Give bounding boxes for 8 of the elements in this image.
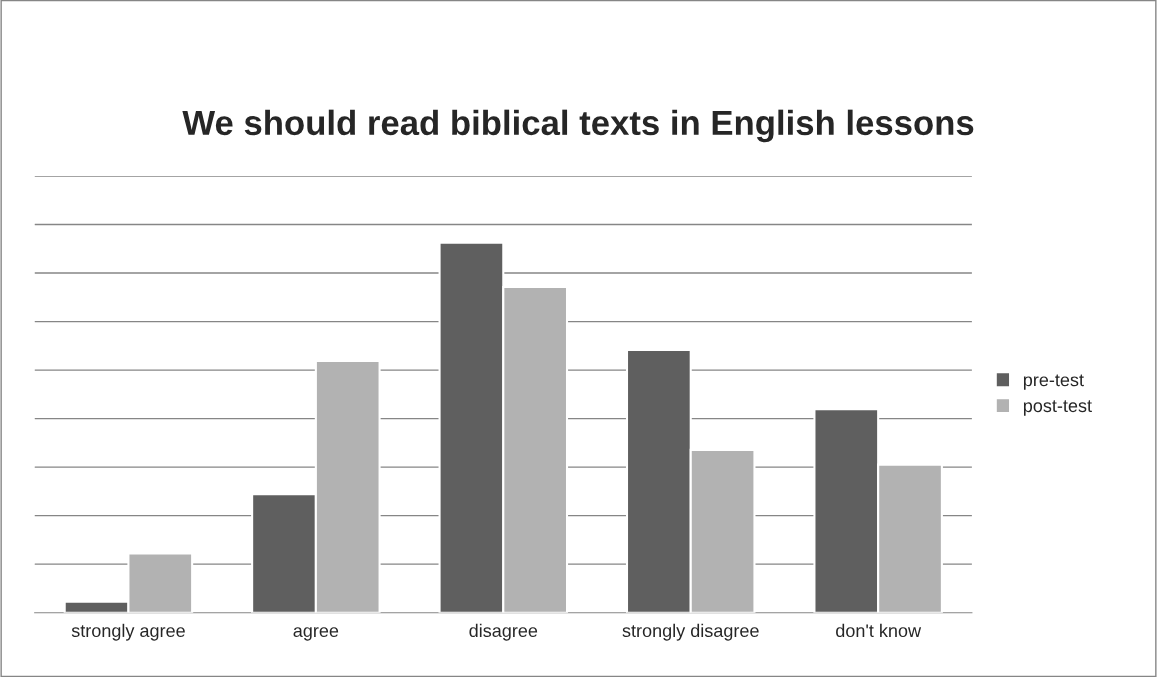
legend-label: pre-test xyxy=(1023,374,1084,390)
x-tick-label: strongly agree xyxy=(71,623,185,641)
x-tick-label: strongly disagree xyxy=(622,623,759,641)
chart-title: We should read biblical texts in English lessons xyxy=(182,109,974,143)
legend-label: post-test xyxy=(1023,400,1092,416)
x-tick-label: agree xyxy=(293,627,339,641)
x-tick-label: disagree xyxy=(469,623,538,641)
x-tick-label: don't know xyxy=(836,623,922,638)
